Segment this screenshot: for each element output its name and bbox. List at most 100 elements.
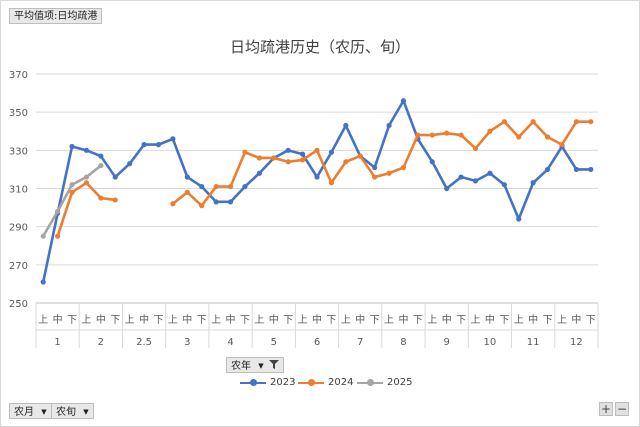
data-point-2023 bbox=[472, 178, 479, 184]
data-point-2023 bbox=[343, 122, 349, 129]
data-point-2024 bbox=[458, 132, 464, 138]
value-field-label: 平均值项:日均疏港 bbox=[14, 11, 98, 22]
data-point-2023 bbox=[285, 147, 291, 153]
series-line-2024 bbox=[171, 120, 593, 207]
data-point-2024 bbox=[472, 145, 479, 152]
data-point-2024 bbox=[501, 119, 507, 125]
data-point-2023 bbox=[501, 182, 507, 188]
data-point-2024 bbox=[328, 180, 335, 186]
y-tick-label: 330 bbox=[9, 146, 28, 157]
data-point-2023 bbox=[112, 174, 118, 180]
x-tick-label: 下 bbox=[283, 315, 293, 326]
collapse-button[interactable]: − bbox=[615, 402, 629, 416]
expand-button[interactable]: + bbox=[599, 402, 613, 416]
data-point-2024 bbox=[530, 119, 536, 125]
data-point-2023 bbox=[386, 122, 392, 129]
x-group-label: 12 bbox=[570, 337, 583, 348]
x-tick-label: 中 bbox=[355, 313, 365, 326]
data-point-2024 bbox=[98, 195, 104, 201]
x-tick-label: 上 bbox=[557, 314, 567, 326]
x-tick-label: 中 bbox=[96, 313, 106, 326]
month-field-button[interactable]: 农月 ▼ bbox=[9, 403, 52, 419]
data-point-2023 bbox=[588, 166, 594, 173]
value-field-button[interactable]: 平均值项:日均疏港 bbox=[9, 8, 103, 24]
x-tick-label: 中 bbox=[398, 313, 408, 326]
data-point-2024 bbox=[69, 189, 75, 195]
data-point-2023 bbox=[372, 164, 378, 171]
data-point-2023 bbox=[516, 216, 522, 222]
x-tick-label: 下 bbox=[499, 315, 509, 326]
x-tick-label: 中 bbox=[53, 313, 63, 326]
data-point-2023 bbox=[127, 161, 133, 167]
data-point-2024 bbox=[372, 174, 378, 180]
data-point-2023 bbox=[328, 149, 335, 155]
data-point-2025 bbox=[98, 163, 104, 169]
x-tick-label: 中 bbox=[571, 313, 581, 326]
x-group-label: 10 bbox=[484, 337, 497, 348]
year-field-button[interactable]: 农年 ▼ bbox=[226, 357, 284, 373]
x-tick-label: 下 bbox=[153, 315, 163, 326]
data-point-2023 bbox=[98, 153, 104, 159]
data-point-2023 bbox=[213, 199, 219, 205]
data-point-2024 bbox=[112, 197, 118, 203]
data-point-2024 bbox=[429, 132, 435, 138]
x-group-label: 6 bbox=[314, 337, 320, 348]
data-point-2024 bbox=[271, 155, 277, 161]
x-tick-label: 下 bbox=[413, 315, 423, 326]
x-tick-label: 中 bbox=[312, 313, 322, 326]
data-point-2023 bbox=[256, 170, 262, 176]
data-point-2023 bbox=[314, 174, 320, 180]
legend-marker-2025 bbox=[367, 379, 374, 386]
data-point-2024 bbox=[487, 128, 493, 134]
data-point-2024 bbox=[573, 119, 579, 125]
chart-title: 日均疏港历史（农历、旬） bbox=[229, 38, 410, 56]
data-point-2024 bbox=[299, 157, 306, 163]
data-point-2025 bbox=[83, 174, 90, 180]
data-point-2024 bbox=[242, 149, 248, 155]
data-point-2025 bbox=[40, 233, 46, 239]
period-field-label: 农旬 bbox=[56, 407, 76, 418]
data-point-2024 bbox=[386, 170, 392, 176]
data-point-2023 bbox=[444, 185, 450, 192]
dropdown-arrow-icon: ▼ bbox=[83, 408, 89, 416]
x-tick-label: 下 bbox=[240, 315, 250, 326]
period-field-button[interactable]: 农旬 ▼ bbox=[51, 403, 94, 419]
legend-label-2023: 2023 bbox=[270, 377, 296, 388]
legend-label-2024: 2024 bbox=[328, 377, 354, 388]
x-group-label: 3 bbox=[184, 337, 190, 348]
x-group-label: 7 bbox=[357, 337, 363, 348]
y-tick-label: 270 bbox=[9, 261, 28, 272]
x-tick-label: 上 bbox=[168, 314, 178, 326]
dropdown-arrow-icon: ▼ bbox=[258, 362, 264, 370]
data-point-2024 bbox=[516, 134, 522, 140]
x-tick-label: 中 bbox=[528, 313, 538, 326]
x-tick-label: 上 bbox=[254, 314, 264, 326]
x-tick-label: 上 bbox=[81, 314, 91, 326]
data-point-2023 bbox=[69, 143, 75, 150]
data-point-2023 bbox=[400, 98, 407, 104]
x-tick-label: 下 bbox=[586, 315, 596, 326]
x-tick-label: 下 bbox=[370, 315, 380, 326]
x-tick-label: 下 bbox=[197, 315, 207, 326]
x-tick-label: 中 bbox=[269, 313, 279, 326]
data-point-2023 bbox=[242, 183, 248, 190]
data-point-2024 bbox=[170, 201, 176, 207]
x-tick-label: 中 bbox=[226, 313, 236, 326]
legend-label-2025: 2025 bbox=[387, 377, 413, 388]
y-tick-label: 310 bbox=[9, 185, 28, 196]
series-line-2024 bbox=[56, 181, 117, 238]
data-point-2025 bbox=[69, 182, 75, 188]
data-point-2023 bbox=[487, 170, 493, 176]
x-group-label: 4 bbox=[227, 337, 233, 348]
x-tick-label: 上 bbox=[384, 314, 394, 326]
x-tick-label: 上 bbox=[341, 314, 351, 326]
y-tick-label: 370 bbox=[9, 70, 28, 81]
x-group-label: 5 bbox=[271, 337, 277, 348]
y-tick-label: 250 bbox=[9, 299, 28, 310]
data-point-2024 bbox=[256, 155, 262, 161]
x-group-label: 1 bbox=[54, 337, 60, 348]
x-tick-label: 中 bbox=[182, 313, 192, 326]
data-point-2024 bbox=[184, 189, 190, 195]
x-tick-label: 下 bbox=[543, 315, 553, 326]
x-tick-label: 上 bbox=[514, 314, 524, 326]
